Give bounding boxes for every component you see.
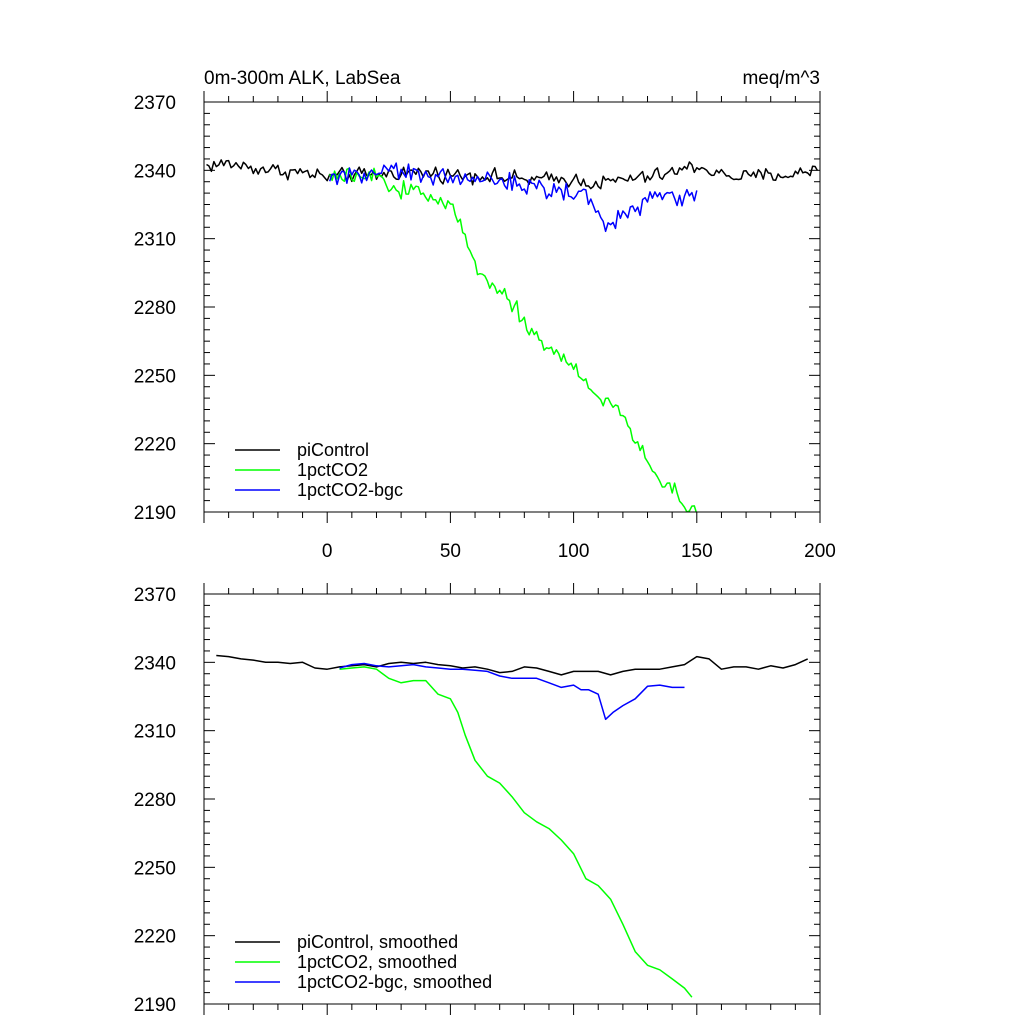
- y-tick-label: 2310: [134, 230, 176, 251]
- y-tick-label: 2190: [134, 503, 176, 524]
- y-tick-label: 2310: [134, 722, 176, 743]
- y-tick-label: 2250: [134, 858, 176, 879]
- legend-label-1pctco2-bgc-smoothed: 1pctCO2-bgc, smoothed: [297, 972, 492, 992]
- y-tick-label: 2220: [134, 927, 176, 948]
- bottom-panel: 2370 2340 2310 2280 2250 2220 2190 piControl, s…: [134, 583, 821, 1016]
- x-tick-label: 150: [681, 541, 713, 562]
- series-line-1pctco2: [329, 167, 698, 512]
- top-panel: 0m-300m ALK, LabSea meq/m^3 2370 2340 2310…: [134, 68, 836, 562]
- y-tick-label: 2220: [134, 435, 176, 456]
- units-label: meq/m^3: [742, 68, 820, 89]
- x-tick-label: 0: [322, 541, 333, 562]
- series-line-picontrol-smoothed: [216, 654, 809, 676]
- y-tick-label: 2250: [134, 366, 176, 387]
- y-tick-label: 2280: [134, 790, 176, 811]
- series-line-1pctco2-bgc: [328, 162, 698, 233]
- chart-title: 0m-300m ALK, LabSea: [204, 68, 401, 89]
- x-tick-label: 100: [558, 541, 590, 562]
- y-tick-label: 2370: [134, 585, 176, 606]
- series-line-1pctco2-bgc-smoothed: [339, 662, 685, 721]
- y-tick-label: 2340: [134, 161, 176, 182]
- series-line-picontrol: [206, 159, 819, 190]
- y-tick-label: 2280: [134, 298, 176, 319]
- series-line-1pctco2-smoothed: [339, 666, 693, 998]
- x-tick-label: 50: [440, 541, 461, 562]
- x-tick-label: 200: [804, 541, 836, 562]
- legend-label-picontrol: piControl: [297, 440, 369, 460]
- series-group: [216, 654, 809, 998]
- legend-label-1pctco2-smoothed: 1pctCO2, smoothed: [297, 952, 457, 972]
- legend-label-1pctco2: 1pctCO2: [297, 460, 368, 480]
- series-group: [206, 159, 819, 512]
- plot-area: 2370 2340 2310 2280 2250 2220 2190 0 50 100 150 200…: [134, 91, 836, 562]
- y-tick-label: 2340: [134, 653, 176, 674]
- plot-area: 2370 2340 2310 2280 2250 2220 2190 piControl, s…: [134, 583, 821, 1016]
- y-tick-label: 2190: [134, 995, 176, 1016]
- legend-label-picontrol-smoothed: piControl, smoothed: [297, 932, 458, 952]
- legend-label-1pctco2-bgc: 1pctCO2-bgc: [297, 480, 403, 500]
- y-tick-label: 2370: [134, 93, 176, 114]
